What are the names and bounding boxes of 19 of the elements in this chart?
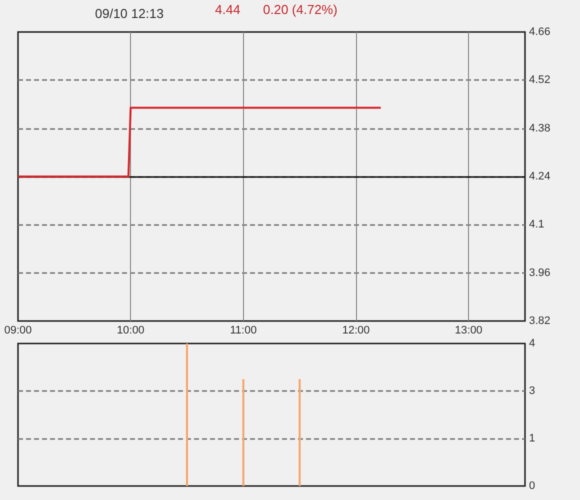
y-tick-label: 1 — [529, 432, 536, 445]
x-tick-label: 12:00 — [342, 324, 370, 336]
y-tick-label: 4.24 — [529, 170, 550, 182]
chart-title: 09/10 12:13 — [95, 6, 164, 21]
y-tick-label: 0 — [529, 480, 536, 492]
y-tick-label: 3 — [529, 384, 536, 397]
x-tick-label: 10:00 — [116, 324, 144, 336]
y-tick-label: 4.52 — [529, 74, 550, 86]
y-tick-label: 3.96 — [529, 266, 550, 279]
y-tick-label: 4.38 — [529, 122, 550, 134]
y-tick-label: 4 — [529, 338, 536, 350]
text: 4.44 — [215, 2, 240, 17]
y-tick-label: 4.1 — [529, 218, 544, 231]
y-tick-label: 3.82 — [529, 315, 550, 327]
y-tick-label: 4.66 — [529, 26, 550, 38]
x-tick-label: 09:00 — [4, 324, 32, 336]
x-tick-label: 11:00 — [230, 324, 257, 336]
text: 0.20 (4.72%) — [263, 2, 338, 17]
x-tick-label: 13:00 — [454, 324, 482, 336]
